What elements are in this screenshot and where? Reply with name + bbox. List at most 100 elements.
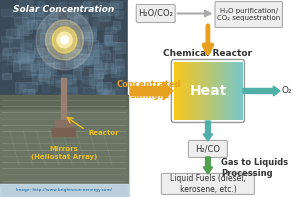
Bar	[54, 66, 63, 71]
Bar	[196, 62, 198, 120]
FancyArrow shape	[203, 121, 213, 141]
Bar	[15, 44, 25, 55]
Bar	[232, 62, 235, 120]
Bar	[71, 29, 85, 37]
Bar	[3, 4, 14, 11]
Bar	[50, 66, 58, 76]
Circle shape	[36, 10, 93, 70]
Bar	[113, 89, 121, 97]
Bar	[92, 72, 103, 83]
Bar	[29, 55, 35, 62]
Bar	[116, 5, 124, 16]
Bar	[0, 184, 128, 197]
Bar	[190, 62, 192, 120]
Circle shape	[46, 20, 83, 60]
Bar	[91, 23, 100, 32]
Bar	[64, 63, 74, 74]
Bar	[88, 22, 98, 29]
Bar	[62, 38, 76, 49]
FancyBboxPatch shape	[215, 2, 282, 28]
Bar	[7, 59, 14, 65]
Bar	[18, 41, 29, 48]
Bar	[3, 68, 11, 74]
Bar	[98, 77, 109, 89]
Bar	[191, 62, 194, 120]
Bar	[81, 32, 91, 43]
Bar	[61, 51, 67, 62]
Bar	[115, 33, 122, 44]
Bar	[50, 12, 59, 23]
Bar	[71, 26, 80, 37]
Bar	[75, 64, 82, 76]
Bar	[107, 51, 120, 57]
Bar	[8, 55, 15, 61]
Bar	[82, 46, 91, 57]
Bar	[7, 16, 19, 22]
Bar	[75, 28, 83, 39]
Bar	[228, 62, 230, 120]
Bar	[105, 63, 115, 71]
Text: Chemical Reactor: Chemical Reactor	[164, 49, 252, 58]
Bar	[109, 2, 116, 9]
FancyBboxPatch shape	[161, 174, 254, 194]
Bar	[74, 10, 85, 22]
Bar	[89, 51, 102, 58]
Bar	[63, 63, 77, 70]
Bar	[1, 1, 15, 11]
Bar	[208, 62, 210, 120]
FancyArrow shape	[203, 157, 213, 174]
Text: Gas to Liquids
Processing: Gas to Liquids Processing	[221, 158, 288, 178]
Bar	[2, 37, 10, 45]
Bar	[26, 2, 34, 10]
Bar	[104, 74, 112, 80]
Bar	[89, 6, 99, 14]
Bar	[99, 87, 106, 96]
Bar	[237, 62, 239, 120]
Bar	[67, 87, 74, 98]
Bar	[206, 62, 209, 120]
Bar	[40, 65, 50, 71]
Circle shape	[57, 32, 72, 48]
Bar	[178, 62, 180, 120]
Bar	[73, 12, 83, 17]
Bar	[108, 10, 121, 19]
Bar	[224, 62, 226, 120]
Bar	[116, 42, 128, 49]
Bar	[56, 71, 63, 76]
FancyArrow shape	[130, 82, 173, 100]
Bar	[93, 11, 101, 22]
Bar	[33, 51, 46, 62]
Bar	[4, 50, 10, 62]
Bar	[115, 61, 127, 68]
Bar	[116, 11, 127, 20]
Bar	[1, 85, 9, 95]
Bar	[100, 47, 108, 55]
Bar	[174, 62, 176, 120]
Bar	[3, 24, 11, 30]
Bar	[93, 1, 103, 11]
Bar	[56, 45, 66, 54]
Bar	[32, 33, 44, 39]
Bar	[51, 20, 60, 32]
Bar	[61, 22, 70, 32]
Bar	[77, 37, 89, 48]
Bar	[91, 79, 100, 89]
Bar	[4, 69, 10, 74]
Bar	[204, 62, 206, 120]
Bar	[60, 29, 70, 38]
Bar	[85, 39, 92, 49]
Bar	[193, 62, 195, 120]
Bar	[110, 4, 118, 14]
Bar	[15, 71, 22, 81]
Bar	[47, 85, 61, 93]
Bar	[28, 44, 40, 49]
Bar	[3, 78, 10, 86]
Bar	[22, 14, 30, 26]
Bar	[16, 37, 25, 47]
Bar	[85, 71, 93, 83]
Bar	[21, 60, 34, 72]
Bar	[25, 84, 38, 94]
Bar	[182, 62, 184, 120]
Bar	[59, 5, 68, 13]
Bar	[106, 31, 118, 40]
